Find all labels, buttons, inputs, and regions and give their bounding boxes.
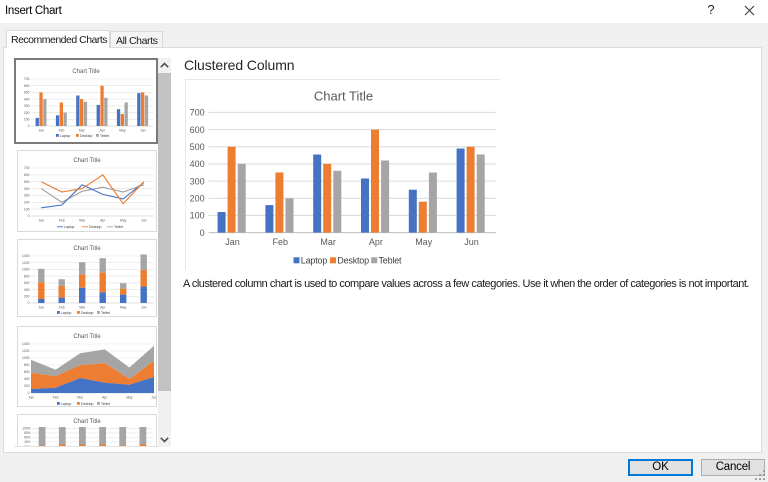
- svg-text:May: May: [120, 306, 127, 310]
- svg-text:Laptop: Laptop: [301, 255, 328, 265]
- svg-text:Chart Title: Chart Title: [73, 334, 101, 340]
- svg-text:600: 600: [24, 84, 30, 88]
- svg-text:1200: 1200: [22, 349, 30, 353]
- svg-text:400: 400: [24, 377, 30, 381]
- svg-text:Laptop: Laptop: [60, 134, 70, 138]
- svg-text:500: 500: [190, 142, 205, 152]
- svg-text:600: 600: [24, 370, 30, 374]
- svg-text:800: 800: [24, 274, 30, 278]
- svg-text:700: 700: [24, 166, 30, 170]
- svg-text:Feb: Feb: [59, 219, 65, 223]
- svg-text:200: 200: [190, 194, 205, 204]
- svg-text:Apr: Apr: [100, 129, 106, 133]
- svg-text:20%: 20%: [24, 445, 31, 446]
- svg-text:300: 300: [24, 194, 30, 198]
- svg-text:Jan: Jan: [38, 129, 44, 133]
- svg-text:100%: 100%: [22, 427, 30, 431]
- svg-text:Desktop: Desktop: [81, 402, 94, 406]
- svg-text:700: 700: [24, 77, 30, 81]
- svg-text:Laptop: Laptop: [64, 225, 74, 229]
- svg-text:May: May: [415, 237, 433, 247]
- svg-text:Mar: Mar: [79, 129, 86, 133]
- svg-text:300: 300: [24, 104, 30, 108]
- svg-text:1400: 1400: [22, 254, 30, 258]
- svg-text:Apr: Apr: [369, 237, 383, 247]
- svg-text:Mar: Mar: [79, 306, 86, 310]
- svg-text:Apr: Apr: [100, 306, 106, 310]
- svg-text:200: 200: [24, 295, 30, 299]
- svg-text:May: May: [120, 219, 127, 223]
- svg-text:40%: 40%: [24, 440, 31, 444]
- svg-text:May: May: [126, 396, 133, 400]
- svg-text:Mar: Mar: [79, 219, 86, 223]
- svg-text:Desktop: Desktop: [81, 311, 94, 315]
- svg-text:Desktop: Desktop: [89, 225, 102, 229]
- svg-text:Jan: Jan: [28, 396, 34, 400]
- svg-text:700: 700: [190, 108, 205, 118]
- svg-text:400: 400: [24, 288, 30, 292]
- svg-text:1200: 1200: [22, 261, 30, 265]
- svg-text:600: 600: [190, 125, 205, 135]
- svg-text:Jun: Jun: [141, 306, 147, 310]
- svg-text:Teblet: Teblet: [379, 255, 403, 265]
- svg-text:200: 200: [24, 201, 30, 205]
- svg-text:Feb: Feb: [59, 129, 65, 133]
- svg-text:1000: 1000: [22, 268, 30, 272]
- svg-text:200: 200: [24, 111, 30, 115]
- svg-text:Feb: Feb: [53, 396, 59, 400]
- svg-text:Teblet: Teblet: [114, 225, 123, 229]
- svg-text:Laptop: Laptop: [61, 311, 71, 315]
- svg-text:100: 100: [24, 207, 30, 211]
- svg-text:Feb: Feb: [59, 306, 65, 310]
- svg-text:0: 0: [28, 301, 30, 305]
- svg-text:Mar: Mar: [77, 396, 84, 400]
- svg-text:1000: 1000: [22, 356, 30, 360]
- svg-text:Desktop: Desktop: [80, 134, 93, 138]
- svg-text:Laptop: Laptop: [61, 402, 71, 406]
- svg-text:Feb: Feb: [273, 237, 289, 247]
- svg-text:0: 0: [28, 391, 30, 395]
- svg-text:Jun: Jun: [151, 396, 156, 400]
- svg-text:Jun: Jun: [141, 219, 147, 223]
- svg-text:Chart Title: Chart Title: [73, 419, 101, 425]
- svg-text:Apr: Apr: [102, 396, 108, 400]
- svg-text:May: May: [119, 129, 126, 133]
- svg-text:400: 400: [190, 159, 205, 169]
- svg-text:Apr: Apr: [100, 219, 106, 223]
- svg-text:Jun: Jun: [464, 237, 479, 247]
- svg-text:Chart Title: Chart Title: [73, 158, 101, 164]
- svg-text:100: 100: [190, 211, 205, 221]
- svg-text:400: 400: [24, 187, 30, 191]
- svg-text:Teblet: Teblet: [100, 134, 109, 138]
- svg-text:80%: 80%: [24, 431, 31, 435]
- svg-text:600: 600: [24, 281, 30, 285]
- svg-text:Mar: Mar: [320, 237, 336, 247]
- svg-text:Chart Title: Chart Title: [314, 89, 373, 104]
- svg-text:1400: 1400: [22, 342, 30, 346]
- svg-text:500: 500: [24, 180, 30, 184]
- svg-text:600: 600: [24, 173, 30, 177]
- svg-text:Jun: Jun: [140, 129, 146, 133]
- svg-text:Jan: Jan: [38, 219, 44, 223]
- svg-text:0: 0: [28, 124, 30, 128]
- svg-text:500: 500: [24, 91, 30, 95]
- svg-text:Chart Title: Chart Title: [72, 69, 100, 75]
- svg-text:Jan: Jan: [38, 306, 44, 310]
- svg-text:Teblet: Teblet: [101, 311, 110, 315]
- svg-text:100: 100: [24, 118, 30, 122]
- svg-text:0: 0: [200, 228, 205, 238]
- svg-text:200: 200: [24, 384, 30, 388]
- svg-text:400: 400: [24, 97, 30, 101]
- svg-text:300: 300: [190, 176, 205, 186]
- svg-text:Desktop: Desktop: [337, 255, 369, 265]
- svg-text:Teblet: Teblet: [101, 402, 110, 406]
- svg-text:Jan: Jan: [225, 237, 240, 247]
- svg-text:800: 800: [24, 363, 30, 367]
- svg-text:0: 0: [28, 214, 30, 218]
- svg-text:Chart Title: Chart Title: [73, 246, 101, 252]
- svg-text:60%: 60%: [24, 436, 31, 440]
